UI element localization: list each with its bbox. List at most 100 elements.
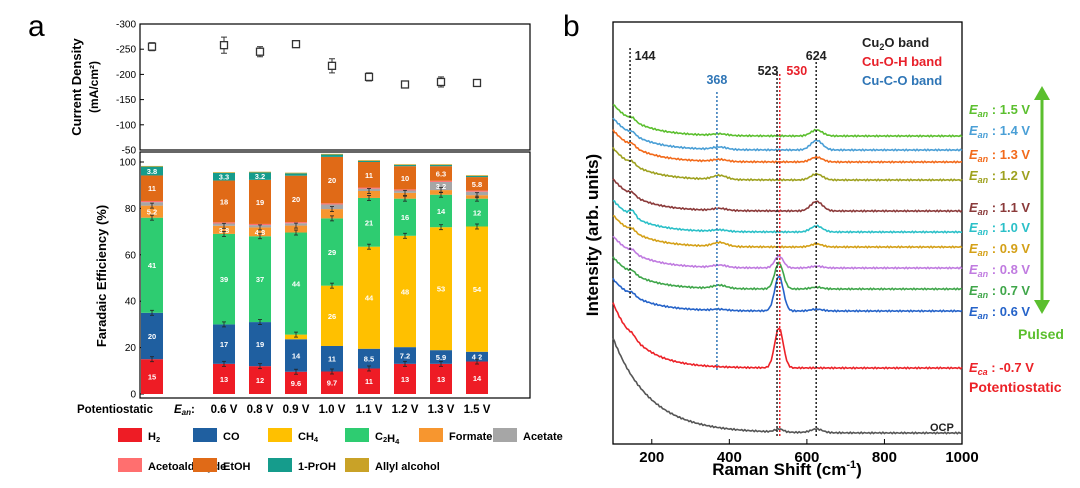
bar-data-label: 29 (328, 248, 336, 257)
bar-data-label: 44 (292, 280, 301, 289)
bar-data-label: 10 (401, 174, 409, 183)
spectrum-label: Ean : 1.4 V (969, 123, 1030, 140)
bar-segment (466, 198, 488, 227)
bar-segment (141, 312, 163, 360)
spectrum-label: Ean : 1.3 V (969, 147, 1030, 164)
bar-data-label: 11 (365, 171, 373, 180)
spectrum-label: Ean : 0.6 V (969, 304, 1030, 321)
spectrum-label: Ean : 1.5 V (969, 102, 1030, 119)
bar-segment (321, 203, 343, 205)
bar-segment (466, 361, 488, 394)
bar-segment (358, 246, 380, 349)
pulsed-label: Pulsed (1018, 326, 1064, 342)
x-category-label: 0.6 V (211, 404, 238, 416)
bar-segment (466, 177, 488, 191)
legend-swatch (193, 428, 217, 442)
bar-data-label: 14 (437, 207, 446, 216)
bar-segment (466, 175, 488, 176)
band-legend-cuoh: Cu-O-H band (862, 54, 942, 69)
current-density-point (436, 77, 446, 87)
bar-segment (249, 236, 271, 323)
bar-segment (430, 164, 452, 166)
legend-swatch (268, 458, 292, 472)
bar-segment (394, 198, 416, 236)
y-tick-label: 40 (125, 297, 137, 308)
bar-data-label: 20 (292, 195, 300, 204)
bar-segment (394, 347, 416, 364)
bar-segment (141, 200, 163, 203)
y-tick-label: -50 (122, 146, 137, 157)
fe-ylabel: Faradaic Efficiency (%) (94, 205, 109, 347)
bar-data-label: 13 (437, 375, 445, 384)
bar-segment (321, 154, 343, 157)
bar-data-label: 6.3 (436, 169, 446, 178)
raman-spectrum (612, 117, 963, 152)
bar-data-label: 41 (148, 261, 156, 270)
bar-segment (430, 363, 452, 394)
legend-label: 1-PrOH (298, 461, 336, 473)
bar-data-label: 20 (328, 176, 336, 185)
x-category-label: 0.8 V (247, 404, 274, 416)
bar-data-label: 21 (365, 218, 373, 227)
bar-segment (141, 217, 163, 313)
bar-segment (285, 339, 307, 372)
bar-data-label: 3.8 (219, 226, 229, 235)
legend-swatch (193, 458, 217, 472)
spectrum-label: Ean : 0.9 V (969, 241, 1030, 258)
bar-segment (213, 180, 235, 223)
x-tick-label: 1000 (945, 449, 978, 466)
bar-segment (321, 371, 343, 394)
spectrum-label: Ean : 1.2 V (969, 168, 1030, 185)
bar-segment (321, 345, 343, 372)
current-density-frame (139, 23, 531, 151)
spectrum-label: Ean : 1.1 V (969, 200, 1030, 217)
bar-segment (285, 225, 307, 233)
bar-data-label: 20 (148, 332, 156, 341)
x-label-ean: Ean: (174, 404, 195, 417)
raman-spectrum (612, 146, 963, 182)
current-density-point (327, 61, 337, 70)
x-label-potentiostatic: Potentiostatic (77, 404, 154, 416)
bar-data-label: 11 (148, 184, 156, 193)
bar-segment (141, 359, 163, 394)
legend-swatch (419, 428, 443, 442)
legend-label: CH4 (298, 431, 319, 444)
legend-swatch (493, 428, 517, 442)
bar-segment (394, 363, 416, 394)
y-tick-label: -150 (116, 95, 136, 106)
y-tick-label: 60 (125, 250, 137, 261)
x-tick-label: 800 (872, 449, 897, 466)
bar-data-label: 12 (473, 209, 481, 218)
bar-segment (466, 351, 488, 362)
bar-segment (213, 225, 235, 234)
bar-data-label: 3.2 (436, 182, 446, 191)
legend-label: CO (223, 431, 240, 443)
bar-segment (394, 165, 416, 167)
bar-data-label: 16 (401, 213, 409, 222)
bar-segment (394, 235, 416, 348)
pulsed-arrow-head-up (1034, 86, 1050, 100)
bar-data-label: 8.5 (364, 355, 374, 364)
bar-data-label: 54 (473, 285, 482, 294)
y-tick-label: 100 (119, 158, 136, 169)
spectrum-label-ocp: OCP (930, 422, 954, 434)
bar-data-label: 5.2 (147, 208, 157, 217)
bar-segment (321, 156, 343, 204)
bar-data-label: 26 (328, 312, 336, 321)
spectrum-label: Ean : 1.0 V (969, 220, 1030, 237)
bar-data-label: 13 (220, 375, 228, 384)
bar-segment (466, 175, 488, 178)
bar-data-label: 11 (365, 377, 373, 386)
legend-label: C2H4 (375, 431, 400, 446)
band-legend-cu2o: Cu2O band (862, 35, 929, 52)
raman-spectrum (612, 103, 963, 138)
bar-data-label: 53 (437, 285, 445, 294)
bar-segment (141, 166, 163, 176)
bar-data-label: 5.9 (436, 353, 446, 362)
x-tick-label: 200 (639, 449, 664, 466)
raman-ylabel: Intensity (arb. units) (583, 154, 602, 316)
bar-segment (358, 160, 380, 162)
y-tick-label: 80 (125, 204, 137, 215)
